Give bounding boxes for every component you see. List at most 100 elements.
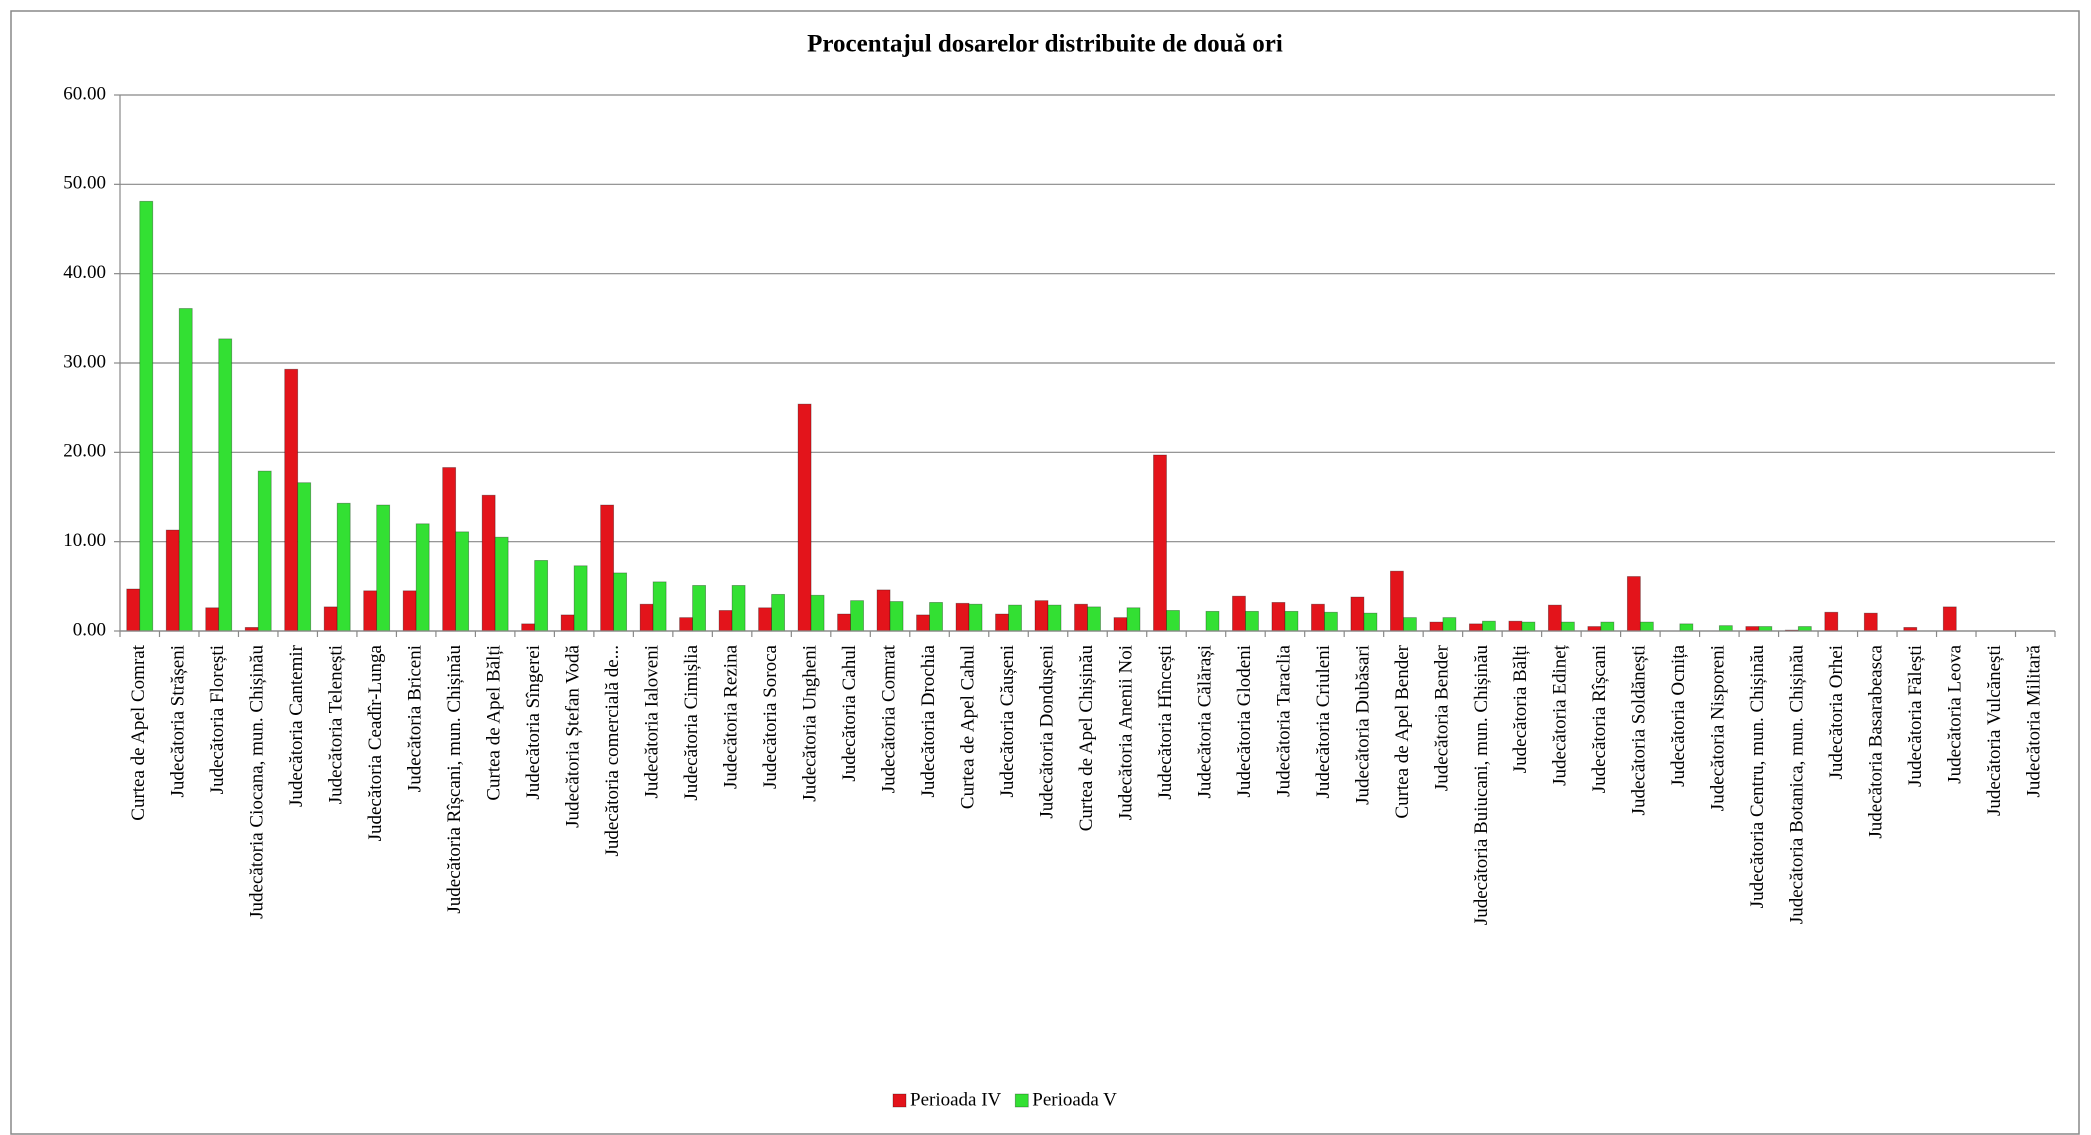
x-tick-label: Judecătoria Drochia [918,644,939,797]
bar [363,590,378,632]
bar [1824,611,1839,632]
y-tick-label: 0.00 [73,619,106,640]
x-tick-label: Curtea de Apel Chișinău [1076,645,1097,832]
bar [455,531,470,632]
bar [955,602,970,632]
x-tick-label: Curtea de Apel Cahul [957,645,978,809]
bar [1245,610,1259,632]
x-tick-label: Judecătoria Bender [1431,644,1452,791]
x-tick-label: Judecătoria Ocnița [1668,644,1689,786]
x-tick-label: Judecătoria Edineț [1550,644,1571,786]
x-tick-label: Judecătoria Cantemir [286,644,307,807]
bar [600,504,615,632]
x-tick-label: Judecătoria Nisporeni [1708,645,1729,811]
x-tick-label: Judecătoria Telenești [326,645,347,804]
bar [1758,626,1773,632]
bar [126,588,141,632]
bar [534,560,549,632]
bar [1481,620,1496,632]
bar [1153,454,1167,632]
bar [1284,610,1299,632]
bar [916,614,930,632]
bar [731,585,746,632]
bar [1271,602,1286,632]
x-tick-label: Judecătoria Ceadîr-Lunga [365,644,386,841]
bar [1008,604,1022,632]
x-tick-label: Judecătoria Călărași [1194,645,1215,799]
x-tick-label: Judecătoria Strășeni [168,645,189,797]
y-tick-label: 30.00 [63,351,106,372]
x-tick-label: Judecătoria Ialoveni [641,645,662,799]
bar [771,593,785,632]
legend-label: Perioada V [1032,1089,1117,1110]
bar [1205,610,1220,632]
y-tick-label: 20.00 [63,441,106,462]
x-tick-label: Judecătoria Basarabeasca [1866,644,1887,838]
bar [679,617,694,632]
x-tick-label: Judecătoria Vulcănești [1984,645,2005,816]
x-tick-label: Judecătoria Criuleni [1313,645,1334,799]
bar [178,308,193,632]
bar [1074,603,1088,632]
x-tick-label: Judecătoria Rîșcani, mun. Chișinău [444,645,465,914]
x-tick-label: Judecătoria Taraclia [1273,644,1294,796]
legend-swatch [1014,1093,1029,1108]
x-tick-label: Judecătoria Buiucani, mun. Chișinău [1471,645,1492,926]
bar [692,585,707,632]
x-tick-label: Judecătoria Botanica, mun. Chișinău [1787,645,1808,925]
bar [1626,576,1641,632]
bar [1113,617,1128,632]
bar [1521,621,1536,632]
bar [323,606,338,632]
x-tick-label: Judecătoria Soldănești [1629,645,1650,815]
bar [402,590,417,632]
x-tick-label: Judecătoria Căușeni [997,645,1018,797]
bar [1587,626,1602,632]
bar [810,594,825,632]
bar [1508,620,1523,632]
legend-label: Perioada IV [910,1089,1002,1110]
bar [1232,595,1246,632]
bar [718,610,733,632]
x-tick-label: Curtea de Apel Bălți [484,645,505,801]
x-tick-label: Judecătoria Comrat [878,644,899,793]
legend-swatch [892,1093,907,1108]
bar [929,602,943,632]
bar [1311,603,1325,632]
bar [442,467,457,632]
bar [1942,606,1957,632]
x-tick-label: Judecătoria Centru, mun. Chișinău [1747,645,1768,909]
bar [837,613,851,632]
bar [1600,621,1615,632]
bar [1718,625,1733,632]
bar [1047,604,1062,632]
x-tick-label: Judecătoria Briceni [405,645,426,792]
x-tick-label: Curtea de Apel Bender [1392,644,1413,818]
bar [1363,612,1378,632]
x-tick-label: Judecătoria Dondușeni [1036,645,1057,819]
bar [218,338,233,632]
bar [297,482,312,632]
x-tick-label: Judecătoria Sîngerei [523,645,544,800]
bar [850,600,864,632]
bar [758,607,772,632]
bar [1560,621,1575,632]
x-tick-label: Judecătoria Hîncești [1155,645,1176,800]
bar [797,403,812,632]
bar [1087,606,1101,632]
x-tick-label: Judecătoria Dubăsari [1352,645,1373,805]
bar [1679,623,1694,632]
bar [1126,607,1141,632]
bar [284,368,299,632]
y-tick-label: 50.00 [63,173,106,194]
x-tick-label: Judecătoria comercială de... [602,645,623,857]
bar [521,623,536,632]
x-tick-label: Judecătoria Glodeni [1234,645,1255,797]
y-tick-label: 60.00 [63,83,106,104]
bar [889,601,904,632]
bar [494,536,509,632]
x-tick-label: Judecătoria Leova [1945,644,1966,783]
y-tick-label: 10.00 [63,530,106,551]
x-tick-label: Judecătoria Cahul [839,645,860,782]
